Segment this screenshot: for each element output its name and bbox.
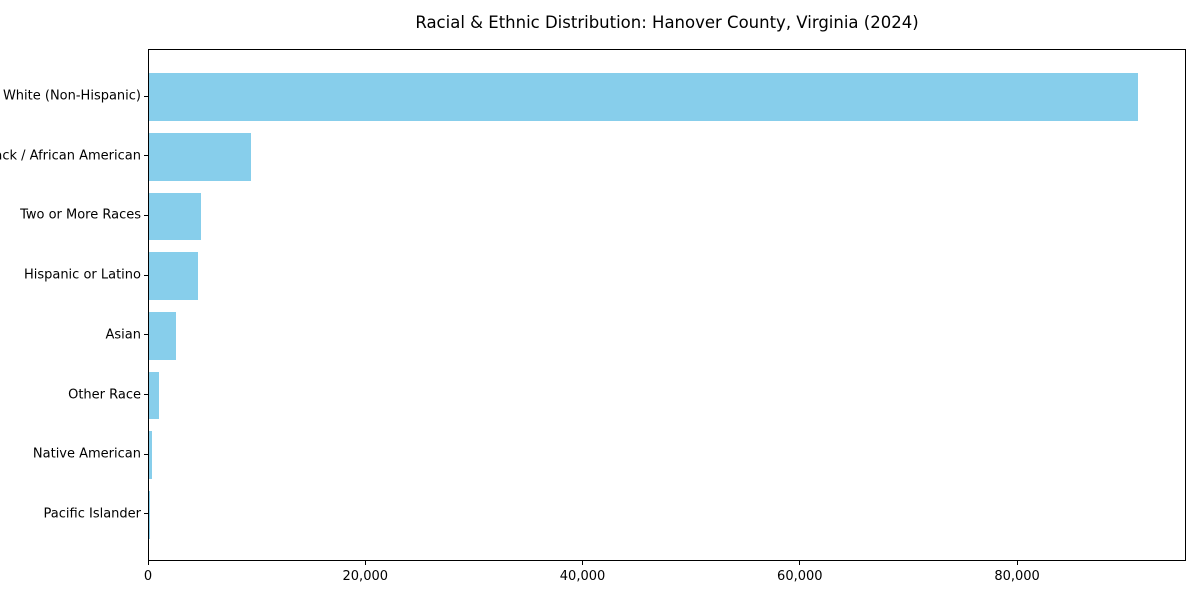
bar-native-american: [149, 431, 152, 480]
y-tick-mark: [144, 453, 148, 455]
y-tick-label: Black / African American: [0, 148, 141, 164]
x-tick-label: 20,000: [342, 569, 389, 584]
x-tick-label: 40,000: [559, 569, 606, 584]
bar-two-or-more-races: [149, 192, 202, 241]
bar-other-race: [149, 371, 159, 420]
y-tick-mark: [144, 95, 148, 97]
y-tick-mark: [144, 214, 148, 216]
y-tick-mark: [144, 274, 148, 276]
bar-white-non-hispanic: [149, 73, 1138, 121]
x-tick-mark: [364, 561, 366, 565]
bar-pacific-islander: [149, 490, 150, 539]
bar-black-african-american: [149, 132, 252, 181]
y-tick-label: Other Race: [68, 387, 141, 402]
x-tick-label: 80,000: [994, 569, 1040, 584]
x-tick-label: 60,000: [777, 569, 823, 584]
y-tick-label: Pacific Islander: [43, 506, 141, 522]
x-tick-mark: [147, 561, 149, 565]
x-tick-mark: [582, 561, 584, 565]
y-tick-mark: [144, 513, 148, 515]
y-tick-label: Native American: [32, 446, 141, 462]
x-tick-mark: [1016, 561, 1018, 565]
y-tick-mark: [144, 334, 148, 336]
y-tick-mark: [144, 155, 148, 157]
y-tick-label: Hispanic or Latino: [23, 267, 141, 283]
x-tick-label: 0: [143, 569, 153, 584]
x-tick-mark: [799, 561, 801, 565]
plot-area: [148, 49, 1186, 561]
bar-hispanic-or-latino: [149, 252, 198, 301]
y-tick-label: White (Non-Hispanic): [2, 88, 141, 104]
y-tick-mark: [144, 394, 148, 395]
bar-asian: [149, 311, 177, 360]
chart-title: Racial & Ethnic Distribution: Hanover Co…: [415, 13, 919, 32]
y-tick-label: Asian: [105, 327, 141, 343]
y-tick-label: Two or More Races: [20, 207, 141, 223]
